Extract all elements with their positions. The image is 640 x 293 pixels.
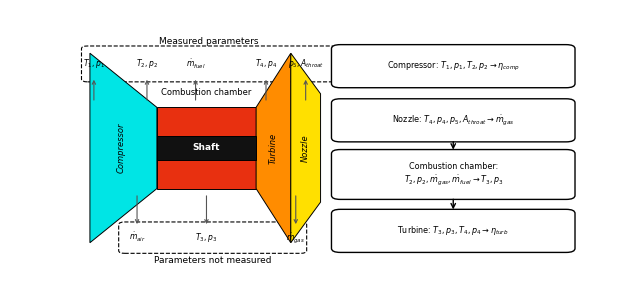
Text: $\dot{m}_{fuel}$: $\dot{m}_{fuel}$	[186, 57, 205, 71]
Text: Combustion chamber: Combustion chamber	[161, 88, 252, 97]
Text: Compressor: Compressor	[116, 123, 125, 173]
FancyBboxPatch shape	[332, 45, 575, 88]
Text: Nozzle: Nozzle	[301, 134, 310, 162]
Polygon shape	[256, 53, 291, 243]
Text: Compressor: $T_1, p_1, T_2, p_2 \rightarrow \eta_{comp}$: Compressor: $T_1, p_1, T_2, p_2 \rightar…	[387, 60, 520, 73]
Text: $T_4, p_4$: $T_4, p_4$	[255, 57, 277, 70]
Text: Turbine: $T_3, p_3, T_4, p_4 \rightarrow \eta_{turb}$: Turbine: $T_3, p_3, T_4, p_4 \rightarrow…	[397, 224, 509, 237]
Text: Nozzle: $T_4, p_4, p_5, A_{throat} \rightarrow \dot{m}_{gas}$: Nozzle: $T_4, p_4, p_5, A_{throat} \righ…	[392, 113, 515, 127]
Text: Parameters not measured: Parameters not measured	[154, 256, 271, 265]
Polygon shape	[291, 53, 321, 243]
FancyBboxPatch shape	[332, 99, 575, 142]
Text: $\dot{m}_{air}$: $\dot{m}_{air}$	[129, 231, 145, 244]
Text: $\dot{m}_{gas}$: $\dot{m}_{gas}$	[286, 231, 305, 245]
FancyBboxPatch shape	[332, 209, 575, 253]
Polygon shape	[157, 107, 256, 189]
Text: $T_2, p_2$: $T_2, p_2$	[136, 57, 158, 70]
Polygon shape	[157, 136, 256, 160]
Polygon shape	[90, 53, 157, 243]
Text: $T_1, p_1$: $T_1, p_1$	[83, 57, 105, 70]
Text: Combustion chamber:
$T_2, p_2, \dot{m}_{gas}, \dot{m}_{fuel} \rightarrow T_3, p_: Combustion chamber: $T_2, p_2, \dot{m}_{…	[404, 162, 503, 187]
FancyBboxPatch shape	[332, 149, 575, 200]
Text: Shaft: Shaft	[193, 144, 220, 152]
Text: Turbine: Turbine	[269, 132, 278, 163]
Text: $p_5, A_{throat}$: $p_5, A_{throat}$	[287, 57, 324, 70]
Text: Measured parameters: Measured parameters	[159, 38, 259, 47]
Text: $T_3, p_3$: $T_3, p_3$	[195, 231, 218, 244]
